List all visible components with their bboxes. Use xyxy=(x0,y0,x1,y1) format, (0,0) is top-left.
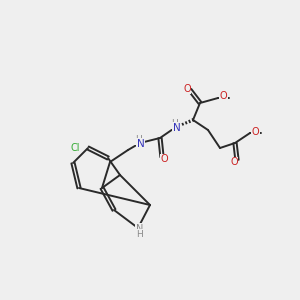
Text: O: O xyxy=(220,91,227,101)
Text: O: O xyxy=(160,154,168,164)
Text: H: H xyxy=(135,135,142,144)
Text: N: N xyxy=(136,224,143,234)
Text: Cl: Cl xyxy=(70,143,80,153)
Text: H: H xyxy=(171,119,178,128)
Text: N: N xyxy=(137,139,145,149)
Text: O: O xyxy=(230,158,238,167)
Text: H: H xyxy=(136,230,143,239)
Text: O: O xyxy=(183,84,191,94)
Text: O: O xyxy=(252,127,259,137)
Text: N: N xyxy=(173,123,181,133)
